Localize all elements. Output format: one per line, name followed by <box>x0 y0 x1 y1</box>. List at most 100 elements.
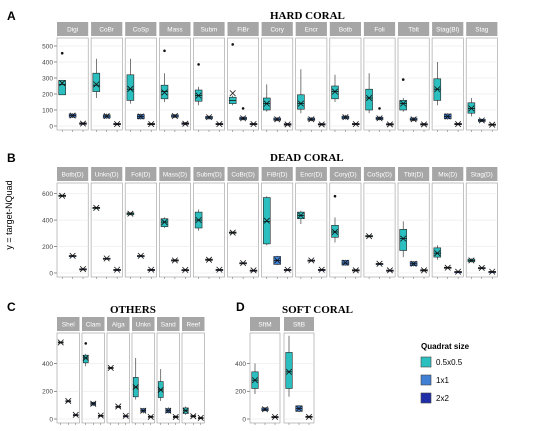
box-1x1 <box>409 260 418 267</box>
box-1x1 <box>478 264 486 272</box>
y-tick-label: 600 <box>42 191 53 198</box>
mean-marker <box>274 116 281 123</box>
facet-label: Subm <box>201 26 218 33</box>
facet-background <box>193 182 225 278</box>
mean-marker <box>216 266 223 273</box>
mean-marker <box>308 116 315 123</box>
mean-marker <box>410 116 417 123</box>
facet-strip <box>125 22 157 36</box>
box-1x1 <box>65 397 72 405</box>
facet-mass-d: Mass(D) <box>159 167 191 279</box>
mean-marker <box>352 267 359 274</box>
facet-label: CoBr <box>99 26 114 33</box>
mean-marker <box>342 259 349 266</box>
facet-strip <box>125 167 157 181</box>
facet-label: Shel <box>62 321 75 328</box>
box-body <box>399 229 407 251</box>
mean-marker <box>122 412 129 419</box>
mean-marker <box>171 257 178 264</box>
mean-marker <box>331 88 339 95</box>
legend-label-2: 2x2 <box>436 394 449 403</box>
mean-marker <box>420 267 428 274</box>
outlier-point <box>197 63 200 66</box>
outlier-point <box>84 342 88 345</box>
box-1x1 <box>443 113 452 120</box>
facet-cory-d: Cory(D) <box>329 167 362 279</box>
y-tick-label: 200 <box>235 389 246 396</box>
facet-sftm: SftM <box>249 317 281 425</box>
mean-marker <box>271 413 279 421</box>
mean-marker <box>285 368 293 375</box>
facet-label: Mass(D) <box>163 171 187 178</box>
mean-marker <box>420 121 428 128</box>
facet-label: SftB <box>293 321 305 328</box>
box-2x2 <box>420 121 428 128</box>
panel-C: C OTHERS 0 200 400 Shel Clam Alga Unkn Sand Reef <box>7 300 205 425</box>
box-1x1 <box>341 259 350 266</box>
y-tick-label: 0 <box>242 416 246 423</box>
box-body <box>58 80 66 96</box>
facet-sftb: SftB <box>283 317 315 425</box>
facet-strip <box>57 317 80 331</box>
facet-strip <box>182 317 205 331</box>
legend-item-1: 1x1 <box>420 374 449 386</box>
box-0.5x0.5 <box>263 84 271 112</box>
facet-strip <box>91 167 123 181</box>
box-0.5x0.5 <box>251 363 259 395</box>
mean-marker <box>250 267 257 274</box>
y-tick-label: 400 <box>235 361 246 368</box>
box-0.5x0.5 <box>228 229 237 236</box>
outlier-point <box>401 78 405 81</box>
facet-strip <box>432 22 464 36</box>
mean-marker <box>114 266 121 273</box>
box-0.5x0.5 <box>132 357 139 400</box>
panel-title: SOFT CORAL <box>282 304 353 316</box>
mean-marker <box>216 120 223 128</box>
facet-cosp: CoSp <box>124 22 157 132</box>
panel-B: B DEAD CORAL 0 200 400 600 Botb(D) Unkn(D) Foli(… <box>7 151 498 279</box>
legend-key-2 <box>420 392 432 404</box>
facet-label: CoSp(D) <box>367 171 392 178</box>
mean-marker <box>79 265 87 273</box>
mean-marker <box>297 100 304 107</box>
box-0.5x0.5 <box>433 245 442 260</box>
facet-sand: Sand <box>156 317 180 425</box>
facet-botb: Botb <box>329 22 362 132</box>
box-1x1 <box>273 255 281 266</box>
facet-label: Foli(D) <box>131 171 150 178</box>
facet-strip <box>261 22 293 36</box>
facet-label: Subm(D) <box>196 171 222 178</box>
mean-marker <box>65 397 72 405</box>
panel-letter: C <box>7 300 16 314</box>
y-tick-label: 100 <box>42 107 53 114</box>
mean-marker <box>318 266 325 273</box>
mean-marker <box>331 228 339 236</box>
box-1x1 <box>102 255 111 262</box>
box-1x1 <box>341 114 350 121</box>
box-2x2 <box>317 266 326 273</box>
box-0.5x0.5 <box>228 43 237 106</box>
mean-marker <box>97 412 104 419</box>
facet-clam: Clam <box>81 317 105 425</box>
mean-marker <box>90 400 97 407</box>
outlier-point <box>60 51 64 55</box>
facet-label: Encr <box>305 26 319 33</box>
legend: Quadrat size 0.5x0.5 1x1 2x2 <box>420 342 470 404</box>
mean-marker <box>161 218 168 226</box>
box-0.5x0.5 <box>285 335 293 397</box>
facet-strip <box>295 167 327 181</box>
mean-marker <box>489 121 496 128</box>
legend-title: Quadrat size <box>421 342 470 351</box>
box-2x2 <box>147 413 154 421</box>
mean-marker <box>318 121 325 128</box>
mean-marker <box>115 403 122 410</box>
facet-label: Unkn <box>136 321 151 328</box>
box-1x1 <box>68 112 77 119</box>
facet-background <box>90 182 123 278</box>
outlier-point <box>378 107 381 110</box>
facet-label: Sand <box>161 321 176 328</box>
facet-strip <box>261 167 293 181</box>
mean-marker <box>59 192 66 199</box>
box-body <box>92 72 101 92</box>
